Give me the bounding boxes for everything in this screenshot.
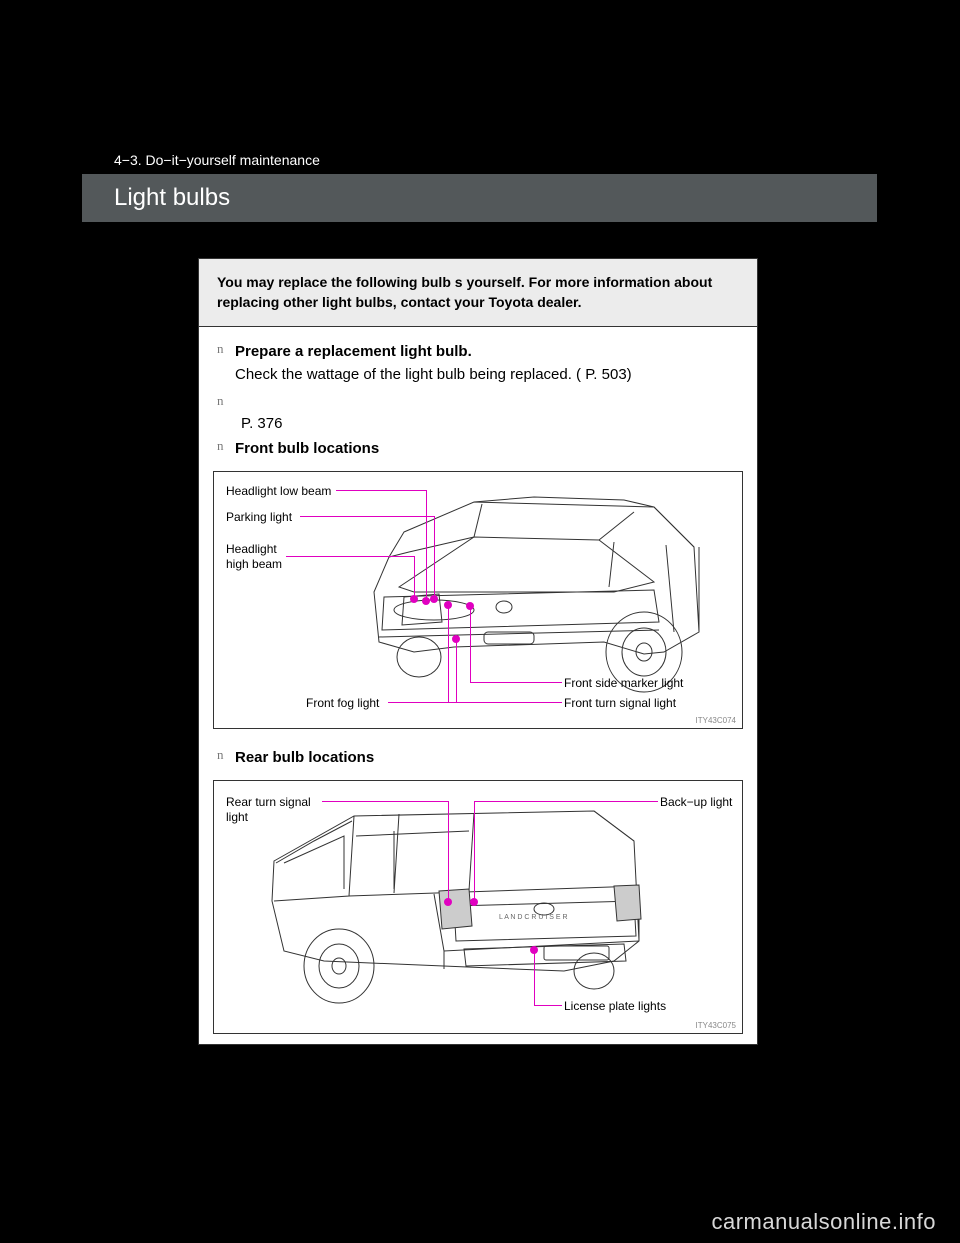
leader (456, 640, 457, 702)
label-rear-turn: Rear turn signal light (226, 795, 311, 826)
item-text: Check the wattage of the light bulb bein… (235, 364, 739, 387)
item-rear-locations: n Rear bulb locations (217, 747, 739, 768)
leader (322, 801, 448, 802)
intro-box: You may replace the following bulb s you… (199, 259, 757, 327)
leader (414, 556, 415, 598)
label-license: License plate lights (564, 999, 666, 1015)
section-body: n Prepare a replacement light bulb. Chec… (199, 327, 757, 469)
content-box: You may replace the following bulb s you… (198, 258, 758, 1045)
leader-dot (444, 898, 452, 906)
intro-text: You may replace the following bulb s you… (217, 273, 739, 312)
breadcrumb: 4−3. Do−it−yourself maintenance (82, 130, 877, 174)
bullet: n (217, 341, 235, 387)
item-front-locations: n Front bulb locations (217, 438, 739, 459)
bullet: n (217, 393, 235, 409)
label-turn-signal: Front turn signal light (564, 696, 676, 712)
leader (448, 801, 449, 901)
leader-dot (422, 597, 430, 605)
rear-diagram: L A N D C R U I S E R Rear turn signal l… (213, 780, 743, 1034)
leader (300, 516, 434, 517)
header-band: 4−3. Do−it−yourself maintenance Light bu… (82, 130, 877, 222)
bullet: n (217, 438, 235, 459)
label-parking: Parking light (226, 510, 292, 526)
item-title: Prepare a replacement light bulb. (235, 341, 739, 362)
leader-dot (452, 635, 460, 643)
leader-dot (470, 898, 478, 906)
item-title: Front bulb locations (235, 438, 739, 459)
label-headlight-low: Headlight low beam (226, 484, 331, 500)
leader (336, 490, 426, 491)
leader (470, 607, 471, 682)
bullet: n (217, 747, 235, 768)
leader (286, 556, 414, 557)
page-title: Light bulbs (82, 174, 877, 222)
leader-dot (410, 595, 418, 603)
leader-dot (530, 946, 538, 954)
leader-dot (444, 601, 452, 609)
label-headlight-high: Headlight high beam (226, 542, 282, 573)
leader (448, 606, 449, 702)
leader (470, 682, 562, 683)
page-ref: P. 376 (241, 415, 739, 432)
leader-dot (430, 595, 438, 603)
leader (474, 801, 658, 802)
leader (534, 1005, 562, 1006)
image-code: ITY43C074 (696, 716, 736, 725)
leader (534, 951, 535, 1005)
item-title: Rear bulb locations (235, 747, 739, 768)
label-side-marker: Front side marker light (564, 676, 683, 692)
item-prepare: n Prepare a replacement light bulb. Chec… (217, 341, 739, 387)
leader (434, 516, 435, 598)
leader (474, 801, 475, 901)
leader (448, 702, 562, 703)
watermark: carmanualsonline.info (711, 1209, 936, 1235)
section-rear-heading: n Rear bulb locations (199, 739, 757, 778)
leader (426, 490, 427, 600)
image-code: ITY43C075 (696, 1021, 736, 1030)
label-backup: Back−up light (660, 795, 732, 811)
item-empty: n (217, 393, 739, 409)
front-diagram: Headlight low beam Parking light Headlig… (213, 471, 743, 729)
svg-text:L A N D C R U I S E R: L A N D C R U I S E R (499, 914, 568, 921)
label-front-fog: Front fog light (306, 696, 379, 712)
leader (388, 702, 456, 703)
leader-dot (466, 602, 474, 610)
